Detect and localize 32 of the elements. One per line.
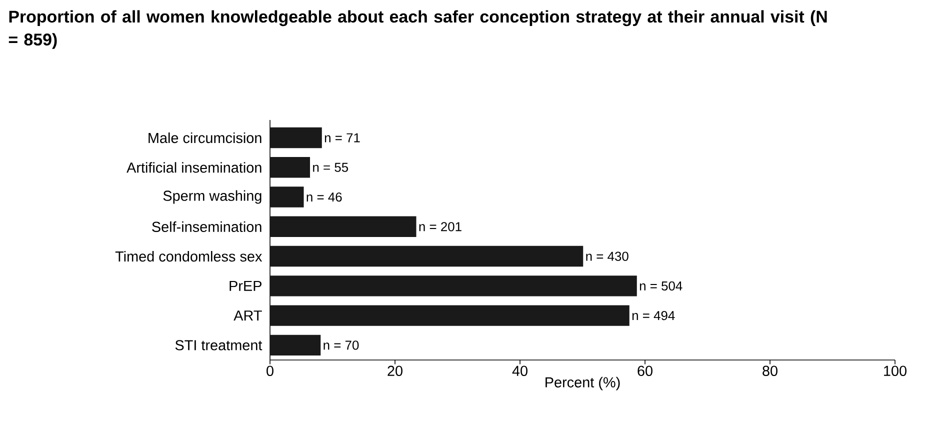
x-tick-label: 40 [512,366,528,376]
annotation: n = 201 [419,222,462,232]
x-tick-label: 0 [266,366,274,376]
annotation: n = 504 [640,281,682,291]
bar [270,334,321,356]
bar [270,276,637,296]
x-tick-label: 100 [884,366,906,376]
chart-title: Proportion of all women knowledgeable about each safer conception strategy at their annual visit (N = 859) [8,10,827,49]
bar [270,127,322,148]
y-tick-label: Self-insemination [152,221,262,232]
y-tick-label: Timed condomless sex [115,250,262,262]
annotation: n = 494 [632,310,675,320]
x-axis-title: Percent (%) [546,376,620,390]
y-tick-label: STI treatment [175,340,262,350]
bar [270,157,310,178]
y-tick-label: Male circumcision [148,132,262,144]
annotation: n = 46 [306,192,342,202]
y-tick-label: Sperm washing [163,190,262,204]
bar [270,216,416,238]
bar [270,186,304,208]
x-tick-label: 60 [638,366,652,376]
y-tick-label: ART [234,310,262,321]
y-tick-label: PrEP [230,280,262,291]
annotation: n = 71 [324,133,360,142]
annotation: n = 430 [586,252,628,261]
x-tick-label: 20 [388,366,402,376]
bar [270,305,630,326]
annotation: n = 70 [324,340,359,350]
annotation: n = 55 [313,162,348,172]
bar [270,246,584,267]
x-tick-label: 80 [762,366,778,376]
y-tick-label: Artificial insemination [126,162,262,173]
